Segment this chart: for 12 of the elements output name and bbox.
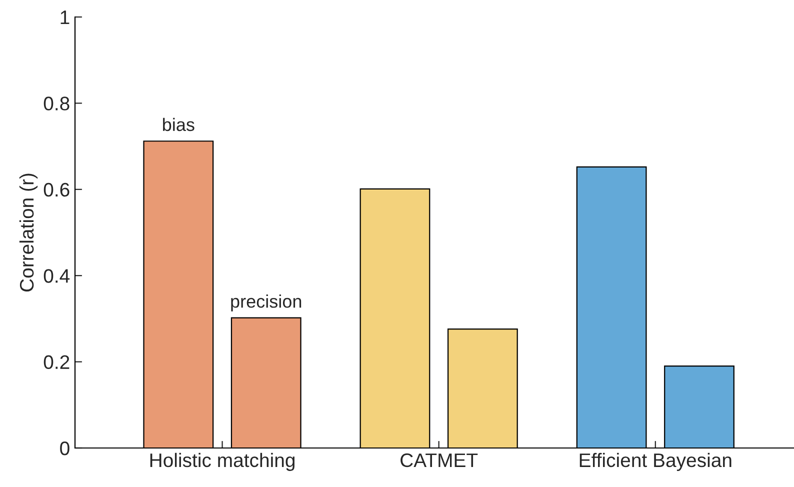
series-label: bias xyxy=(163,118,194,132)
series-label: precision xyxy=(231,294,302,312)
y-tick-label: 0.2 xyxy=(44,355,70,370)
y-tick-label: 0.6 xyxy=(44,182,70,197)
y-tick-label: 0.8 xyxy=(44,96,70,110)
y-axis-title: Correlation (r) xyxy=(19,174,38,292)
y-tick-label: 1 xyxy=(60,10,70,24)
x-tick-label: CATMET xyxy=(400,453,478,468)
y-tick-label: 0.4 xyxy=(44,269,70,283)
x-tick-label: Efficient Bayesian xyxy=(580,452,732,471)
x-tick-label: Holistic matching xyxy=(150,452,294,471)
y-tick-label: 0 xyxy=(60,441,70,456)
